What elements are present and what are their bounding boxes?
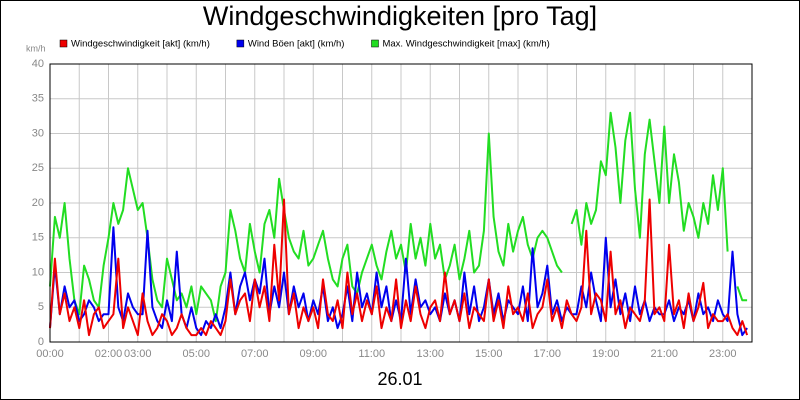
x-tick-label: 09:00 [299, 348, 327, 360]
y-tick-label: 25 [32, 162, 44, 174]
y-tick-label: 15 [32, 232, 44, 244]
x-tick-label: 19:00 [592, 348, 620, 360]
x-tick-label: 07:00 [241, 348, 269, 360]
legend-swatch [59, 39, 68, 48]
legend-swatch [236, 39, 245, 48]
series-line [49, 198, 749, 337]
legend-label: Wind Böen [akt] (km/h) [248, 39, 345, 50]
legend: Windgeschwindigkeit [akt] (km/h) Wind Böe… [59, 39, 550, 50]
legend-label: Windgeschwindigkeit [akt] (km/h) [71, 39, 210, 50]
x-axis-label: 26.01 [377, 369, 422, 389]
x-tick-label: 02:00 [95, 348, 123, 360]
y-tick-label: 20 [32, 197, 44, 209]
y-tick-label: 10 [32, 266, 44, 278]
legend-label: Max. Windgeschwindigkeit [max] (km/h) [382, 39, 549, 50]
x-tick-label: 03:00 [124, 348, 152, 360]
y-tick-label: 0 [38, 336, 44, 348]
x-tick-label: 21:00 [650, 348, 678, 360]
y-tick-label: 35 [32, 93, 44, 105]
x-tick-label: 05:00 [182, 348, 210, 360]
x-tick-label: 23:00 [709, 348, 737, 360]
plot-frame [49, 63, 753, 343]
x-tick-label: 15:00 [475, 348, 503, 360]
x-tick-label: 17:00 [533, 348, 561, 360]
y-axis-label: km/h [26, 43, 46, 53]
y-tick-label: 40 [32, 58, 44, 70]
y-tick-label: 5 [38, 301, 44, 313]
x-tick-label: 13:00 [416, 348, 444, 360]
x-tick-label: 00:00 [36, 348, 64, 360]
series-line [49, 111, 748, 323]
legend-swatch [371, 39, 379, 48]
x-tick-label: 11:00 [358, 348, 385, 360]
y-tick-label: 30 [32, 127, 44, 139]
chart-title: Windgeschwindigkeiten [pro Tag] [203, 1, 597, 31]
